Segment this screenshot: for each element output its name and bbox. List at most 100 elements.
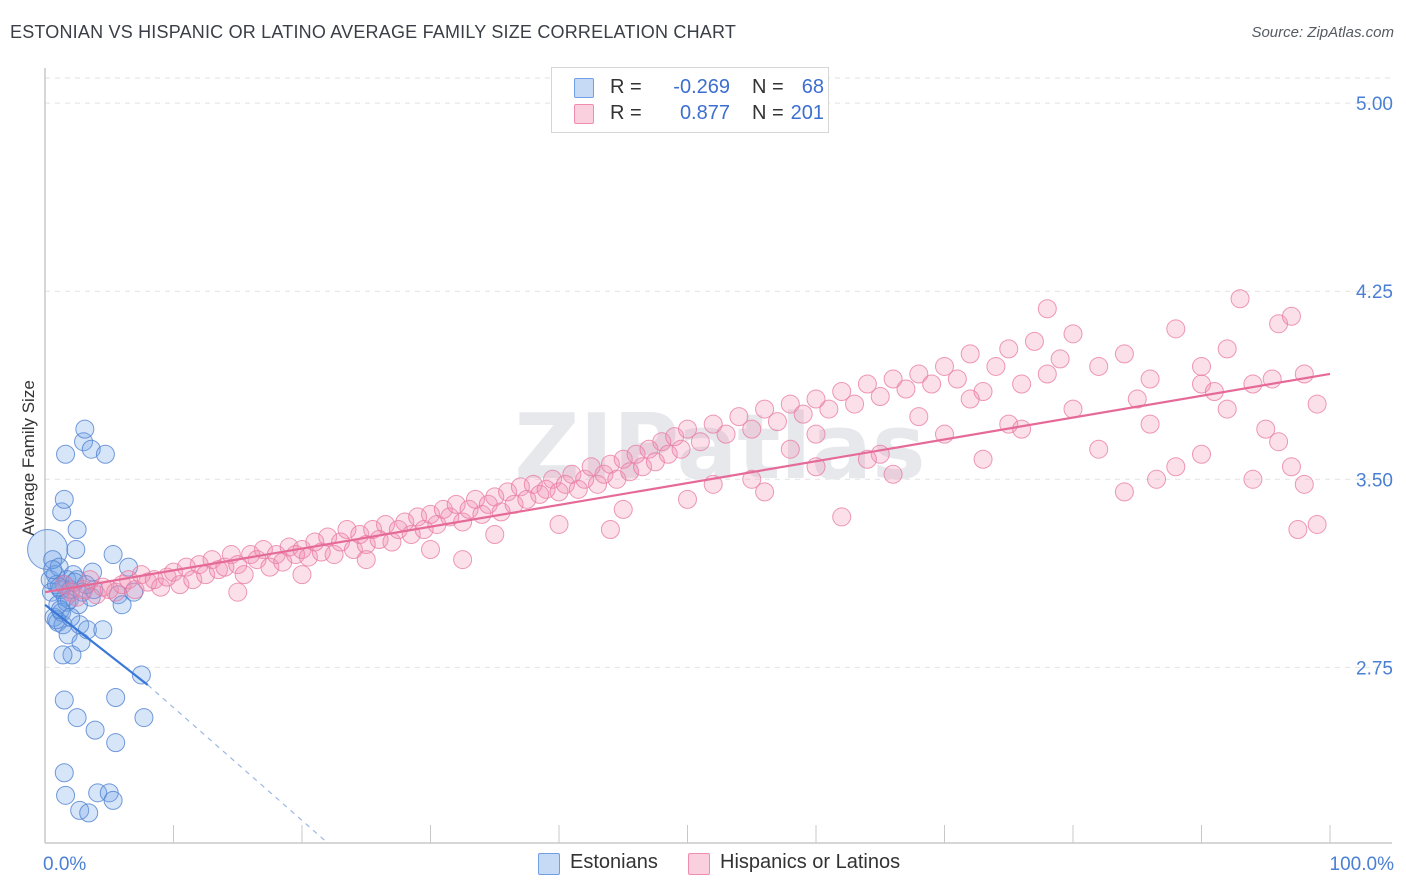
hispanic-point <box>86 585 106 605</box>
hispanic-point <box>999 339 1019 359</box>
hispanic-point <box>356 550 376 570</box>
hispanic-point <box>1269 432 1289 452</box>
hispanic-point <box>1281 306 1301 326</box>
hispanic-trend-line <box>44 372 1331 594</box>
hispanic-point <box>678 489 697 509</box>
estonian-point <box>67 519 87 539</box>
estonian-trend-line <box>44 603 149 686</box>
hispanic-point <box>440 507 460 527</box>
estonian-point <box>81 439 101 459</box>
hispanics-legend-icon <box>688 853 710 875</box>
hispanic-point <box>588 474 608 494</box>
hispanic-point <box>421 504 440 524</box>
hispanic-point <box>716 424 736 444</box>
estonian-point <box>112 595 132 615</box>
hispanic-point <box>1281 457 1301 477</box>
hispanic-point <box>678 419 697 439</box>
hispanic-point <box>857 449 877 469</box>
hispanic-point <box>806 424 826 444</box>
hispanic-point <box>857 374 877 394</box>
estonian-point <box>85 720 105 740</box>
hispanic-point <box>1256 419 1276 439</box>
source-label: Source: ZipAtlas.com <box>1251 24 1394 41</box>
estonian-point <box>56 444 76 464</box>
hispanic-point <box>973 449 993 469</box>
hispanic-point <box>960 389 980 409</box>
hispanic-point <box>1140 414 1160 434</box>
hispanic-point <box>1217 399 1237 419</box>
hispanic-point <box>883 464 903 484</box>
hispanic-point <box>652 432 672 452</box>
x-tick-label: 100.0% <box>1330 854 1395 875</box>
hispanic-point <box>1012 374 1032 394</box>
hispanic-point <box>755 482 775 502</box>
estonians-swatch-icon <box>574 78 594 98</box>
hispanic-point <box>1307 514 1327 534</box>
hispanic-point <box>1307 394 1327 414</box>
x-tick-label: 0.0% <box>43 854 86 875</box>
hispanic-point <box>1114 344 1134 364</box>
hispanic-point <box>292 565 312 585</box>
estonian-point <box>103 790 123 810</box>
hispanic-point <box>363 519 383 539</box>
y-tick-label: 3.50 <box>1356 470 1393 491</box>
estonian-point <box>54 690 74 710</box>
hispanic-point <box>1288 519 1308 539</box>
hispanic-point <box>67 587 87 607</box>
hispanic-point <box>549 482 569 502</box>
n-label: N = <box>752 102 784 124</box>
r-value: 0.877 <box>679 102 730 124</box>
hispanic-point <box>1012 419 1032 439</box>
hispanic-point <box>1166 457 1186 477</box>
r-value: -0.269 <box>673 76 730 98</box>
hispanic-point <box>947 369 967 389</box>
hispanic-point <box>1294 474 1314 494</box>
hispanic-point <box>620 462 640 482</box>
estonian-point <box>52 502 72 522</box>
r-label: R = <box>610 76 642 98</box>
hispanic-point <box>1063 324 1083 344</box>
hispanic-point <box>555 474 575 494</box>
hispanic-point <box>742 469 762 489</box>
estonians-legend-icon <box>538 853 560 875</box>
estonian-trend-extension <box>147 684 329 844</box>
hispanic-point <box>228 582 248 602</box>
estonian-point <box>79 803 99 823</box>
hispanic-point <box>498 482 518 502</box>
hispanic-point <box>1024 331 1044 351</box>
hispanic-point <box>485 524 505 544</box>
estonian-point <box>134 708 154 728</box>
hispanic-point <box>780 439 800 459</box>
hispanic-point <box>1217 339 1237 359</box>
hispanic-point <box>729 407 749 427</box>
estonian-point <box>53 645 73 665</box>
hispanic-point <box>1089 356 1109 376</box>
hispanic-point <box>613 449 633 469</box>
hispanic-point <box>1147 469 1167 489</box>
estonian-point <box>43 560 63 580</box>
estonian-point <box>131 665 151 685</box>
hispanic-point <box>1063 399 1083 419</box>
hispanic-point <box>658 444 678 464</box>
hispanic-point <box>845 394 865 414</box>
hispanic-point <box>234 565 254 585</box>
hispanic-point <box>170 575 190 595</box>
y-tick-label: 2.75 <box>1356 658 1393 679</box>
hispanic-point <box>421 540 440 560</box>
hispanic-point <box>151 577 171 597</box>
estonian-point <box>54 489 74 509</box>
trend-lines <box>44 372 1331 844</box>
hispanic-point <box>568 479 588 499</box>
hispanic-point <box>530 484 550 504</box>
hispanic-point <box>543 469 563 489</box>
estonian-point <box>103 545 123 565</box>
hispanic-point <box>896 379 916 399</box>
hispanic-point <box>883 369 903 389</box>
hispanic-point <box>1037 299 1057 319</box>
hispanic-point <box>806 389 826 409</box>
estonians-points <box>27 419 154 823</box>
estonian-point <box>106 733 126 753</box>
n-value: 201 <box>790 102 824 124</box>
hispanics-swatch-icon <box>574 104 594 124</box>
